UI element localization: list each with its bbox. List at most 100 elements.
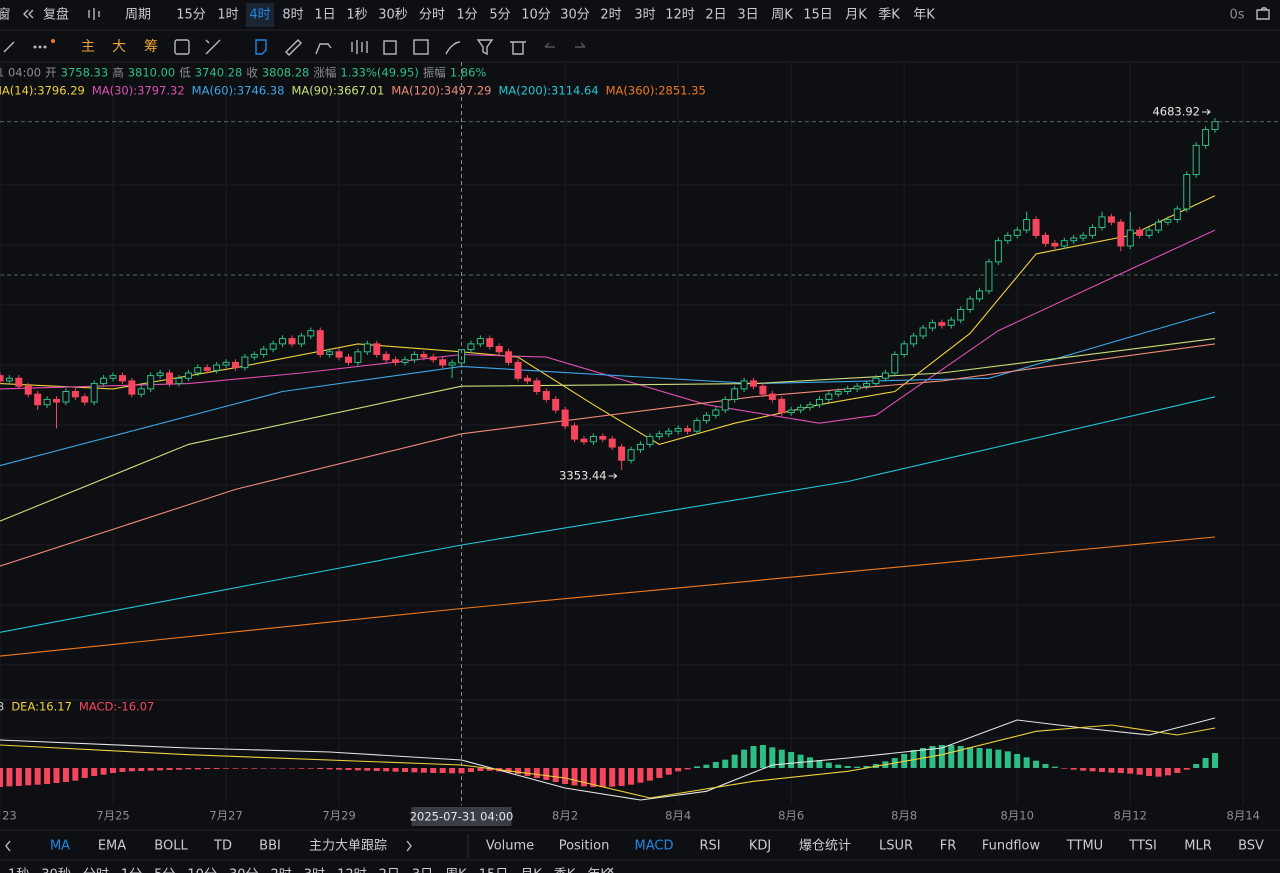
- scroll-right-icon[interactable]: [406, 840, 412, 852]
- timeframe-tab[interactable]: 30分: [229, 868, 259, 873]
- timeframe-tab[interactable]: 年K: [587, 868, 609, 873]
- timeframe-tab[interactable]: 1分: [121, 868, 142, 873]
- indicator-toggle[interactable]: 大: [112, 39, 126, 55]
- macd-line: [0, 724, 1216, 799]
- candle-body: [410, 353, 418, 361]
- macd-bar: [741, 749, 748, 768]
- indicator-tab[interactable]: Position: [559, 839, 610, 854]
- timeframe-tab[interactable]: 1秒: [8, 868, 29, 873]
- timeframe-tab[interactable]: 1时: [217, 8, 238, 23]
- timeframe-tab[interactable]: 30分: [560, 8, 590, 23]
- candle-body: [90, 383, 98, 403]
- indicator-tab[interactable]: MA: [50, 839, 70, 854]
- timeframe-tab[interactable]: 季K: [554, 868, 576, 873]
- indicator-tab[interactable]: BOLL: [154, 839, 188, 854]
- timeframe-tab[interactable]: 周期: [125, 8, 151, 23]
- legend-item: MA(90):3667.01: [291, 84, 384, 98]
- indicator-tab[interactable]: TTSI: [1128, 839, 1157, 854]
- timeframe-tab[interactable]: 1分: [456, 8, 477, 23]
- indicator-tab[interactable]: MLR: [1184, 839, 1212, 854]
- timeframe-tab[interactable]: 分时: [83, 868, 109, 873]
- indicator-tab[interactable]: 爆仓统计: [799, 839, 851, 854]
- macd-bar: [307, 768, 314, 769]
- candle-body: [373, 343, 381, 355]
- timeframe-tab[interactable]: 3日: [412, 868, 433, 873]
- extreme-arrow: [608, 473, 618, 479]
- drawing-tools[interactable]: [174, 39, 586, 56]
- timeframe-tab[interactable]: 月K: [845, 8, 867, 23]
- macd-bar: [816, 760, 823, 768]
- timeframe-tab[interactable]: 2时: [600, 8, 621, 23]
- candle-body: [213, 364, 221, 371]
- timeframe-tab[interactable]: 年K: [913, 8, 935, 23]
- candle-body: [646, 435, 654, 445]
- legend-item: MA(120):3497.29: [391, 84, 491, 98]
- macd-bar: [270, 768, 277, 769]
- indicator-tab[interactable]: RSI: [699, 839, 720, 854]
- timeframe-tab[interactable]: 周K: [445, 868, 467, 873]
- camera-icon[interactable]: [1256, 7, 1270, 20]
- indicator-tab[interactable]: TD: [213, 839, 232, 854]
- timeframe-tab[interactable]: 15日: [479, 868, 509, 873]
- timeframe-tab[interactable]: 3时: [634, 8, 655, 23]
- macd-bar: [1155, 768, 1162, 777]
- macd-bar: [204, 768, 211, 769]
- timeframe-tab[interactable]: 窗: [0, 7, 11, 23]
- macd-bar: [1051, 766, 1058, 768]
- timeframe-tab[interactable]: 10分: [187, 868, 217, 873]
- timeframe-tab[interactable]: 15日: [803, 8, 833, 23]
- macd-bar: [477, 768, 484, 771]
- ohlc-info: 低: [179, 66, 191, 80]
- timeframe-tab[interactable]: 5分: [154, 868, 175, 873]
- timeframe-tab[interactable]: 2日: [705, 8, 726, 23]
- close-icon[interactable]: [607, 867, 614, 873]
- indicator-tab[interactable]: FR: [940, 839, 957, 854]
- line-tool-icon[interactable]: [3, 41, 15, 53]
- timeframe-tab[interactable]: 复盘: [43, 7, 69, 23]
- more-icon[interactable]: [33, 39, 56, 49]
- indicator-tab[interactable]: LSUR: [879, 839, 913, 854]
- candle-body: [100, 377, 108, 385]
- indicator-tab[interactable]: BBI: [259, 839, 281, 854]
- candle-body: [514, 361, 522, 379]
- indicator-tab[interactable]: MACD: [635, 839, 674, 854]
- indicator-tab[interactable]: KDJ: [749, 839, 771, 854]
- timeframe-tab[interactable]: 30秒: [41, 868, 71, 873]
- macd-bar: [675, 768, 682, 772]
- macd-bar: [326, 768, 333, 770]
- macd-bar: [486, 768, 493, 771]
- timeframe-tab[interactable]: 季K: [878, 8, 900, 23]
- candle-body: [1117, 221, 1125, 247]
- timeframe-tab[interactable]: 周K: [771, 8, 793, 23]
- timeframe-tab[interactable]: 12时: [337, 868, 367, 873]
- timeframe-tab[interactable]: 30秒: [378, 8, 408, 23]
- timeframe-tab[interactable]: 5分: [489, 8, 510, 23]
- timeframe-tab[interactable]: 15分: [176, 8, 206, 23]
- indicator-tab[interactable]: TTMU: [1066, 839, 1103, 854]
- indicator-tab[interactable]: Volume: [486, 839, 534, 854]
- timeframe-tab[interactable]: 3时: [304, 868, 325, 873]
- indicator-tab[interactable]: 主力大单跟踪: [309, 839, 387, 854]
- timeframe-tab[interactable]: 2时: [271, 868, 292, 873]
- indicator-tab[interactable]: EMA: [98, 839, 126, 854]
- timeframe-tab[interactable]: 2日: [379, 868, 400, 873]
- timeframe-tab[interactable]: 8时: [282, 8, 303, 23]
- indicator-toggle[interactable]: 筹: [144, 38, 158, 55]
- macd-bar: [1164, 768, 1171, 776]
- timeframe-tab[interactable]: 4时: [249, 8, 270, 23]
- indicator-tab[interactable]: Fundflow: [982, 839, 1041, 854]
- macd-bar: [15, 768, 22, 786]
- ohlc-info: 3808.28: [262, 66, 310, 80]
- indicator-tab[interactable]: BSV: [1238, 839, 1264, 854]
- macd-bar: [590, 768, 597, 787]
- timeframe-tab[interactable]: 3日: [737, 8, 758, 23]
- timeframe-tab[interactable]: 12时: [665, 8, 695, 23]
- timeframe-tab[interactable]: 10分: [521, 8, 551, 23]
- indicator-toggle[interactable]: 主: [81, 39, 95, 55]
- timeframe-tab[interactable]: 月K: [520, 868, 542, 873]
- scroll-left-icon[interactable]: [5, 840, 11, 852]
- timeframe-tab[interactable]: 分时: [419, 8, 445, 23]
- timeframe-tab[interactable]: 1秒: [346, 8, 367, 23]
- candle-body: [731, 388, 739, 400]
- timeframe-tab[interactable]: 1日: [314, 8, 335, 23]
